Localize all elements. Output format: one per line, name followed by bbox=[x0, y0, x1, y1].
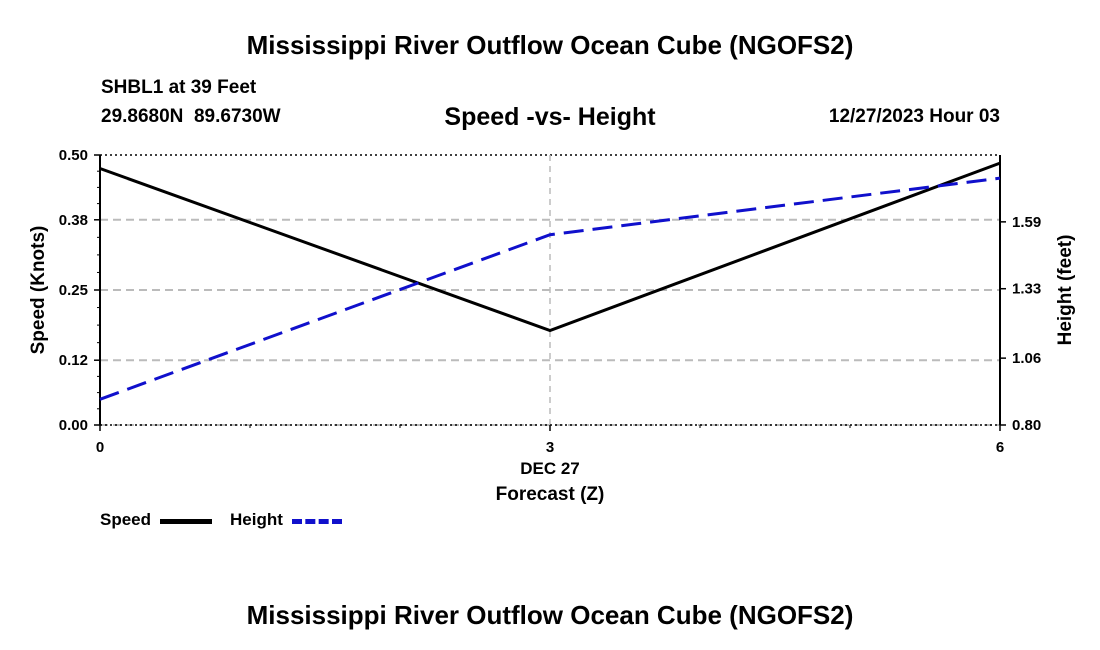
y-axis-label-left: Speed (Knots) bbox=[28, 226, 49, 355]
right-tick-label: 1.59 bbox=[1012, 214, 1041, 231]
data-series bbox=[99, 161, 1001, 401]
legend-speed-label: Speed bbox=[100, 510, 152, 529]
chart-title: Mississippi River Outflow Ocean Cube (NG… bbox=[246, 30, 854, 60]
left-tick-label: 0.50 bbox=[59, 147, 88, 164]
right-tick-label: 1.33 bbox=[1012, 281, 1041, 298]
x-axis-label: Forecast (Z) bbox=[496, 484, 605, 505]
station-name-depth: SHBL1 at 39 Feet bbox=[101, 77, 257, 98]
x-tick-label: 3 bbox=[546, 439, 554, 456]
left-tick-label: 0.38 bbox=[59, 212, 88, 229]
right-tick-label: 1.06 bbox=[1012, 350, 1041, 367]
left-tick-label: 0.25 bbox=[59, 282, 88, 299]
y-axis-label-right: Height (feet) bbox=[1055, 235, 1076, 346]
plot-subtitle: Speed -vs- Height bbox=[444, 103, 656, 131]
x-tick-label: 0 bbox=[96, 439, 104, 456]
left-tick-label: 0.12 bbox=[59, 352, 88, 369]
left-tick-label: 0.00 bbox=[59, 417, 88, 434]
station-coordinates: 29.8680N 89.6730W bbox=[101, 106, 281, 127]
series-line-speed bbox=[99, 161, 1001, 333]
x-tick-label: 6 bbox=[996, 439, 1004, 456]
series-line-height bbox=[99, 176, 1001, 401]
right-tick-label: 0.80 bbox=[1012, 417, 1041, 434]
legend-height-swatch bbox=[292, 519, 342, 524]
forecast-datetime: 12/27/2023 Hour 03 bbox=[828, 106, 1000, 127]
legend-height-label: Height bbox=[230, 510, 283, 529]
axis-ticks: 0.00 0.12 0.25 0.38 0.50 0.80 1.06 1.33 1.59 0 3 6 bbox=[59, 147, 1041, 456]
footer-title: Mississippi River Outflow Ocean Cube (NG… bbox=[246, 600, 854, 630]
x-date-label: DEC 27 bbox=[520, 459, 580, 478]
legend-speed-swatch bbox=[160, 519, 212, 524]
